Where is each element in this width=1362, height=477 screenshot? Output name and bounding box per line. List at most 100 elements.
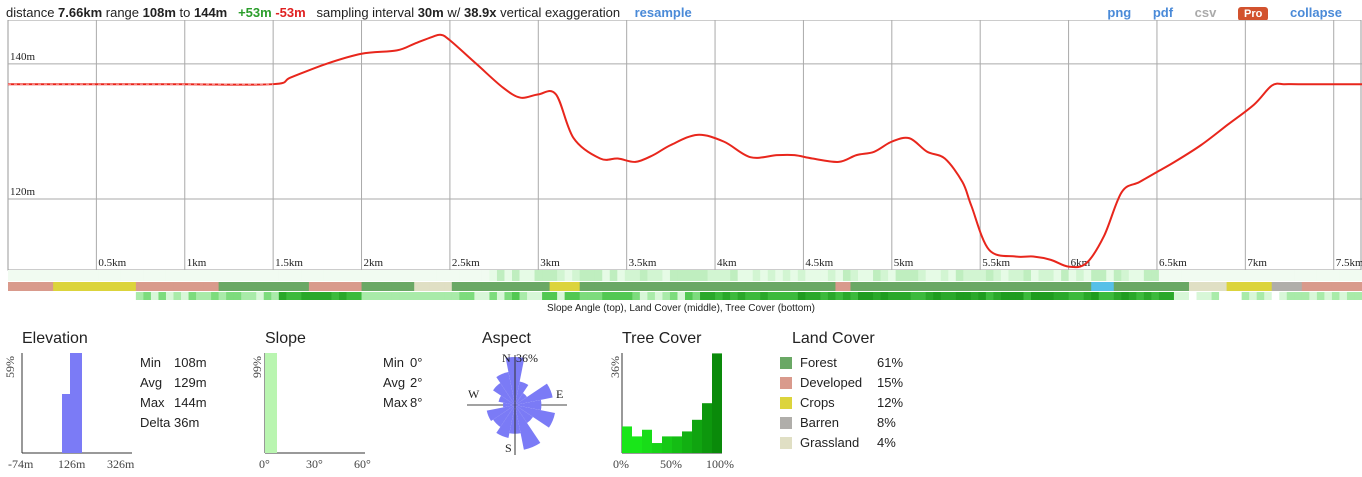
treecover-strip-cell xyxy=(624,292,633,300)
slope-strip-cell xyxy=(707,270,716,281)
treecover-strip-cell xyxy=(1294,292,1303,300)
slope-strip-cell xyxy=(1346,270,1355,281)
landcover-strip-cell xyxy=(1219,282,1228,291)
slope-strip-cell xyxy=(557,270,566,281)
landcover-pct: 12% xyxy=(877,395,904,410)
treecover-strip-cell xyxy=(1136,292,1145,300)
treecover-strip-cell xyxy=(1076,292,1085,300)
slope-strip-cell xyxy=(1354,270,1362,281)
slope-strip-cell xyxy=(1038,270,1047,281)
slope-strip-cell xyxy=(38,270,47,281)
slope-strip-cell xyxy=(301,270,310,281)
landcover-strip-cell xyxy=(1309,282,1318,291)
pro-badge[interactable]: Pro xyxy=(1238,7,1269,21)
slope-stat-row: Min 0° xyxy=(383,355,422,370)
aspect-petal xyxy=(515,405,541,450)
treecover-strip-cell xyxy=(165,292,174,300)
treecover-strip-cell xyxy=(1286,292,1295,300)
export-png-link[interactable]: png xyxy=(1107,5,1132,20)
treecover-strip-cell xyxy=(158,292,167,300)
elevation-stat-value: 108m xyxy=(174,355,207,370)
landcover-strip xyxy=(8,282,1362,291)
slope-strip-cell xyxy=(173,270,182,281)
treecover-strip-cell xyxy=(384,292,393,300)
landcover-strip-cell xyxy=(1264,282,1273,291)
landcover-strip-cell xyxy=(384,282,393,291)
slope-strip-cell xyxy=(609,270,618,281)
elevation-stat-value: 144m xyxy=(174,395,207,410)
landcover-pct: 61% xyxy=(877,355,904,370)
treecover-strip-cell xyxy=(700,292,709,300)
landcover-strip-cell xyxy=(444,282,453,291)
treecover-bin xyxy=(642,429,652,453)
landcover-name: Forest xyxy=(800,355,837,370)
export-csv-link[interactable]: csv xyxy=(1194,5,1217,20)
landcover-strip-cell xyxy=(685,282,694,291)
landcover-strip-cell xyxy=(474,282,483,291)
sampling-interval: 30m xyxy=(417,5,444,20)
landcover-strip-cell xyxy=(1346,282,1355,291)
aspect-petal xyxy=(496,405,515,438)
elevation-stat-row: Min 108m xyxy=(140,355,207,370)
landcover-strip-cell xyxy=(286,282,295,291)
slope-strip-cell xyxy=(669,270,678,281)
slope-strip-cell xyxy=(1113,270,1122,281)
slope-strip-cell xyxy=(1128,270,1137,281)
slope-strip-cell xyxy=(369,270,378,281)
treecover-strip-cell xyxy=(481,292,490,300)
treecover-strip-cell xyxy=(639,292,648,300)
treecover-strip-cell xyxy=(248,292,257,300)
landcover-strip-cell xyxy=(1023,282,1032,291)
elevation-stat-value: 36m xyxy=(174,415,200,430)
collapse-link[interactable]: collapse xyxy=(1289,5,1342,20)
treecover-strip-cell xyxy=(955,292,964,300)
x-tick-label: 7.5km xyxy=(1336,257,1362,269)
slope-strip-cell xyxy=(68,270,77,281)
landcover-strip-cell xyxy=(1113,282,1122,291)
slope-strip-cell xyxy=(662,270,671,281)
treecover-strip-cell xyxy=(1068,292,1077,300)
treecover-xmax: 100% xyxy=(706,457,734,471)
landcover-swatch xyxy=(780,437,792,449)
landcover-strip-cell xyxy=(83,282,92,291)
treecover-strip-cell xyxy=(948,292,957,300)
landcover-strip-cell xyxy=(1181,282,1190,291)
landcover-strip-cell xyxy=(1038,282,1047,291)
treecover-strip-cell xyxy=(1249,292,1258,300)
elevation-profile-chart[interactable]: 0.5km 1km 1.5km 2km 2.5km 3km 3.5km 4km 4.5km 5km… xyxy=(0,20,1362,302)
landcover-strip-cell xyxy=(1211,282,1220,291)
slope-strip-cell xyxy=(963,270,972,281)
landcover-legend-item: Grassland 4% xyxy=(780,435,896,450)
landcover-strip-cell xyxy=(1301,282,1310,291)
landcover-strip-cell xyxy=(715,282,724,291)
treecover-strip-cell xyxy=(1339,292,1348,300)
x-tick-label: 0.5km xyxy=(98,257,126,269)
range-label: range xyxy=(105,5,140,20)
aspect-north-label: N xyxy=(502,351,511,365)
landcover-strip-cell xyxy=(308,282,317,291)
elevation-stat-row: Max 144m xyxy=(140,395,207,410)
resample-link[interactable]: resample xyxy=(634,5,692,20)
slope-strip-cell xyxy=(481,270,490,281)
export-pdf-link[interactable]: pdf xyxy=(1152,5,1174,20)
slope-stat-label: Avg xyxy=(383,375,406,390)
landcover-strip-cell xyxy=(263,282,272,291)
treecover-strip-cell xyxy=(812,292,821,300)
slope-strip-cell xyxy=(211,270,220,281)
landcover-swatch xyxy=(780,397,792,409)
treecover-strip-cell xyxy=(978,292,987,300)
x-tick-label: 3km xyxy=(540,257,560,269)
landcover-strip-cell xyxy=(481,282,490,291)
treecover-strip-cell xyxy=(1271,292,1280,300)
treecover-strip-cell xyxy=(436,292,445,300)
treecover-strip-cell xyxy=(466,292,475,300)
landcover-strip-cell xyxy=(75,282,84,291)
slope-strip-cell xyxy=(903,270,912,281)
landcover-strip-cell xyxy=(557,282,566,291)
landcover-strip-cell xyxy=(53,282,62,291)
landcover-strip-cell xyxy=(511,282,521,291)
slope-strip-cell xyxy=(1316,270,1325,281)
treecover-strip-cell xyxy=(609,292,618,300)
slope-strip-cell xyxy=(1309,270,1318,281)
treecover-strip-cell xyxy=(143,292,152,300)
